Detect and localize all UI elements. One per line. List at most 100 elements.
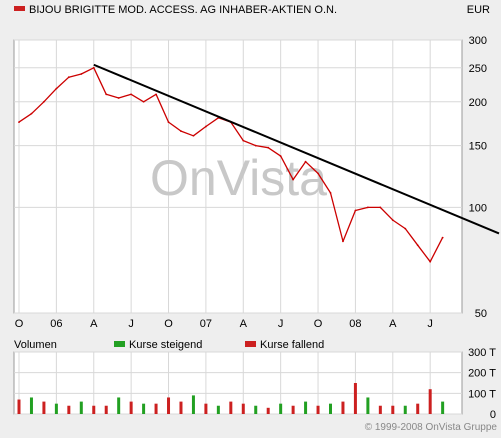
price-plot-area [13, 39, 463, 314]
price-point [429, 260, 432, 263]
price-x-tick-label: 08 [349, 318, 361, 330]
price-point [180, 130, 182, 132]
price-point [142, 100, 145, 103]
price-point [254, 144, 257, 147]
volume-bar [167, 397, 171, 414]
price-x-tick-label: A [240, 318, 248, 330]
price-point [43, 100, 45, 103]
legend-rising-swatch [114, 341, 125, 347]
price-point [117, 97, 120, 99]
price-point [92, 66, 95, 69]
price-y-tick-label: 300 [469, 35, 487, 47]
volume-bar [378, 405, 382, 414]
price-x-tick-label: 07 [200, 318, 212, 330]
volume-bar [229, 401, 233, 414]
price-y-tick-label: 200 [469, 97, 487, 109]
volume-bar [441, 401, 445, 414]
price-point [105, 93, 108, 96]
price-point [379, 206, 382, 209]
trendline [93, 63, 500, 235]
price-x-tick-label: O [164, 318, 173, 330]
price-x-tick-label: J [278, 318, 284, 330]
volume-y-tick-label: 300 T [468, 347, 496, 359]
legend-falling-swatch [245, 341, 256, 347]
volume-y-tick-label: 200 T [468, 368, 496, 380]
volume-bar [142, 403, 146, 414]
price-point [67, 76, 70, 79]
price-x-tick-label: O [314, 318, 323, 330]
volume-bar [254, 405, 258, 414]
price-point [130, 93, 133, 96]
price-point [342, 240, 344, 243]
price-point [292, 178, 295, 181]
volume-plot-area [13, 351, 463, 415]
volume-bar [279, 403, 283, 414]
volume-bar [241, 403, 245, 414]
price-x-tick-label: A [90, 318, 98, 330]
price-y-tick-label: 150 [469, 141, 487, 153]
price-point [366, 206, 369, 209]
price-point [30, 112, 33, 115]
price-point [242, 139, 245, 142]
volume-bar [104, 405, 108, 414]
price-grid [14, 39, 462, 314]
price-point [329, 191, 332, 194]
price-point [404, 227, 407, 230]
price-x-tick-label: 06 [50, 318, 62, 330]
volume-bar [67, 405, 71, 414]
price-y-tick-label: 250 [469, 63, 487, 75]
price-point [80, 73, 83, 75]
price-point [155, 93, 157, 96]
price-point [304, 160, 307, 163]
volume-bar [42, 401, 46, 414]
price-point [317, 172, 319, 175]
price-point [441, 236, 444, 239]
price-point [354, 209, 357, 212]
volume-y-tick-label: 100 T [468, 388, 496, 400]
volume-bar [204, 403, 208, 414]
volume-bar [179, 401, 183, 414]
price-point [416, 244, 419, 247]
chart-title: BIJOU BRIGITTE MOD. ACCESS. AG INHABER-A… [29, 4, 337, 16]
volume-bar [117, 397, 121, 414]
legend-falling-label: Kurse fallend [260, 339, 324, 351]
volume-y-axis: 300 T 200 T 100 T 0 [468, 347, 496, 421]
price-point [192, 134, 195, 137]
volume-bar [154, 403, 158, 414]
price-x-tick-label: A [389, 318, 397, 330]
price-point [279, 155, 282, 158]
volume-bar [366, 397, 370, 414]
volume-y-tick-label: 0 [490, 409, 496, 421]
volume-label: Volumen [14, 339, 57, 351]
volume-bar [353, 383, 357, 414]
price-y-axis: 300 250 200 150 100 50 [469, 35, 487, 320]
volume-bar [428, 389, 432, 414]
price-point [391, 219, 394, 221]
price-x-tick-label: O [15, 318, 24, 330]
watermark: OnVista [150, 150, 327, 206]
volume-bar [329, 403, 332, 414]
price-point [55, 87, 58, 90]
legend-rising-label: Kurse steigend [129, 339, 202, 351]
volume-bar [17, 399, 21, 414]
trendline-group [93, 63, 500, 235]
volume-bar [416, 403, 420, 414]
price-x-tick-label: J [128, 318, 134, 330]
price-point [18, 121, 20, 124]
price-x-axis: O 06 A J O 07 A J O 08 A J [15, 318, 433, 330]
volume-bar [54, 403, 58, 414]
price-y-tick-label: 100 [469, 202, 487, 214]
volume-bar [341, 401, 345, 414]
price-point [267, 146, 270, 149]
volume-bar [79, 401, 83, 414]
price-point [167, 121, 170, 124]
price-point [205, 125, 207, 128]
volume-bar [191, 395, 195, 414]
volume-bar [304, 401, 308, 414]
title-color-swatch [14, 6, 25, 11]
volume-bar [216, 405, 220, 414]
volume-bar [29, 397, 33, 414]
volume-bar [403, 405, 407, 414]
